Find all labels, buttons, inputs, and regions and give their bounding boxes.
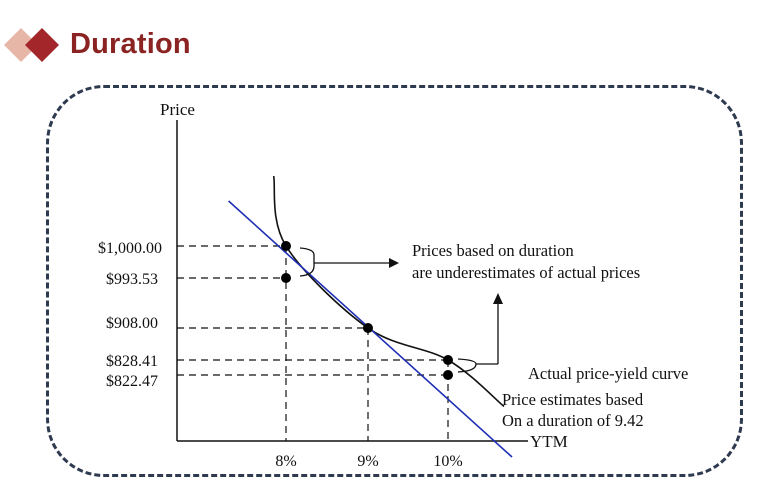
axes: Price YTM 8% 9% 10% $1,000.00 $993.53 $9… — [98, 100, 568, 470]
annotation-estimate-2: On a duration of 9.42 — [502, 411, 644, 430]
chart-series — [228, 175, 513, 458]
data-point — [443, 355, 453, 365]
y-tick-label: $822.47 — [106, 373, 158, 390]
data-point — [443, 370, 453, 380]
x-tick-label: 8% — [275, 453, 296, 470]
y-tick-label: $908.00 — [106, 315, 158, 332]
y-tick-label: $993.53 — [106, 271, 158, 288]
guide-lines — [177, 245, 449, 441]
page-title: Duration — [70, 28, 191, 60]
annotation-estimate-1: Price estimates based — [502, 390, 644, 409]
annotation-actual-curve: Actual price-yield curve — [528, 364, 688, 383]
annotations: Prices based on duration are underestima… — [299, 241, 688, 430]
arrowhead-up-icon — [493, 293, 503, 304]
double-diamond-icon — [4, 28, 59, 62]
x-tick-label: 9% — [357, 453, 378, 470]
arrowhead-icon — [389, 258, 399, 268]
x-tick-label: 10% — [433, 453, 462, 470]
chart-points — [281, 241, 453, 380]
slide-header: Duration — [0, 20, 774, 70]
bracket-small-gap — [457, 358, 477, 373]
annotation-underestimate-2: are underestimates of actual prices — [412, 263, 640, 282]
annotation-underestimate-1: Prices based on duration — [412, 241, 574, 260]
dashed-frame — [46, 85, 743, 477]
y-tick-label: $1,000.00 — [98, 240, 162, 257]
x-axis-label: YTM — [530, 432, 568, 451]
bracket-duration-gap — [299, 247, 315, 277]
y-axis-label: Price — [160, 100, 195, 119]
y-tick-label: $828.41 — [106, 353, 158, 370]
actual-price-yield-curve — [272, 175, 505, 408]
data-point — [281, 241, 291, 251]
data-point — [281, 273, 291, 283]
data-point — [363, 323, 373, 333]
